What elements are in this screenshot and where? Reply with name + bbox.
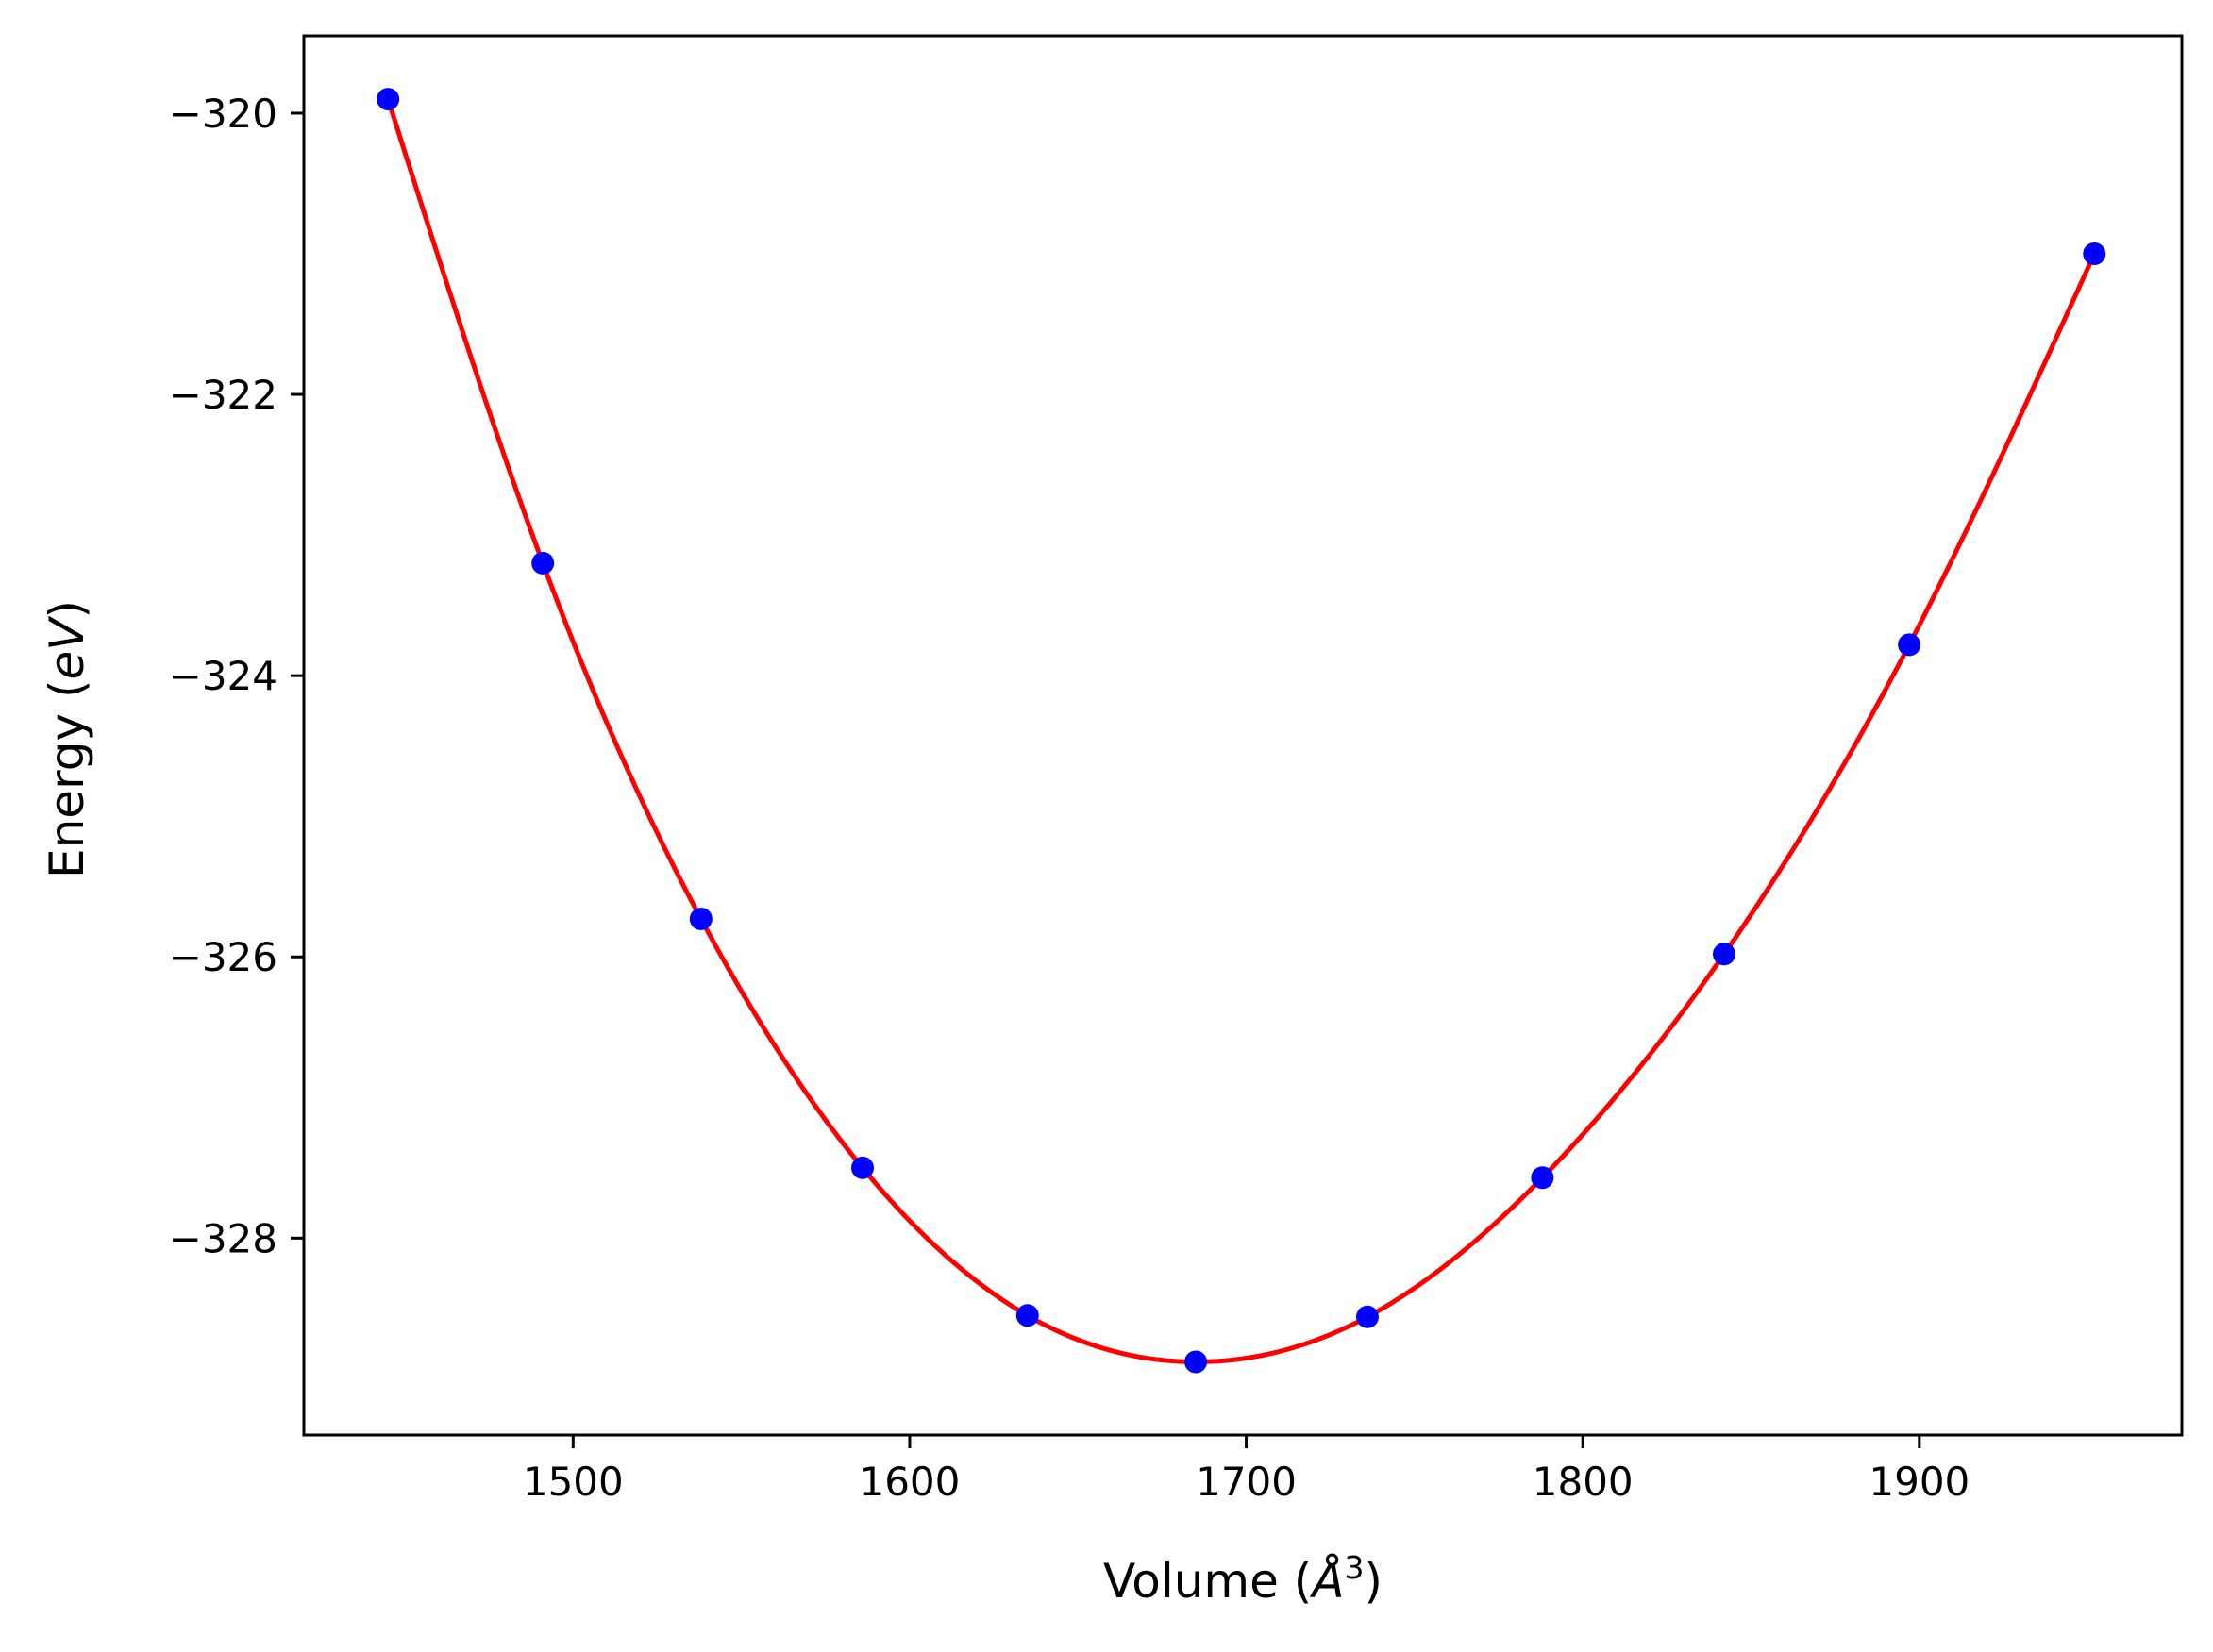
y-axis-label: Energy (eV): [40, 600, 94, 878]
data-point: [1015, 1304, 1039, 1327]
data-point: [851, 1156, 875, 1179]
x-tick-label: 1500: [523, 1459, 624, 1505]
data-point: [531, 551, 555, 575]
x-tick-label: 1600: [859, 1459, 960, 1505]
x-axis-label-superscript: 3: [1345, 1549, 1365, 1586]
y-tick-label: −326: [169, 934, 277, 980]
x-axis-ticks: 1500 1600 1700 1800 1900: [523, 1435, 1970, 1505]
data-point: [1712, 943, 1735, 966]
y-axis-label-main: Energy (: [40, 680, 94, 878]
x-tick-label: 1700: [1196, 1459, 1297, 1505]
y-axis-label-symbol: eV: [40, 615, 94, 680]
x-axis-label-symbol: Å: [1309, 1554, 1344, 1609]
data-point: [1898, 633, 1921, 657]
data-point: [1184, 1350, 1208, 1374]
data-point: [1531, 1166, 1554, 1190]
x-axis-label: Volume (Å3): [1103, 1549, 1383, 1609]
x-tick-label: 1800: [1533, 1459, 1634, 1505]
x-axis-label-main: Volume (: [1103, 1554, 1312, 1609]
y-tick-label: −322: [169, 372, 277, 418]
data-point: [1355, 1305, 1379, 1328]
x-axis-label-close: ): [1365, 1554, 1383, 1609]
y-axis-ticks: −320 −322 −324 −326 −328: [169, 91, 304, 1261]
data-point: [377, 88, 400, 111]
data-point: [2083, 242, 2106, 266]
plot-area-frame: [302, 34, 2184, 1437]
y-axis-label-close: ): [40, 600, 94, 619]
y-tick-label: −324: [169, 653, 277, 699]
x-tick-label: 1900: [1869, 1459, 1970, 1505]
y-tick-label: −328: [169, 1215, 277, 1261]
data-point: [689, 908, 713, 931]
data-points-layer: [377, 88, 2106, 1374]
y-tick-label: −320: [169, 91, 277, 137]
